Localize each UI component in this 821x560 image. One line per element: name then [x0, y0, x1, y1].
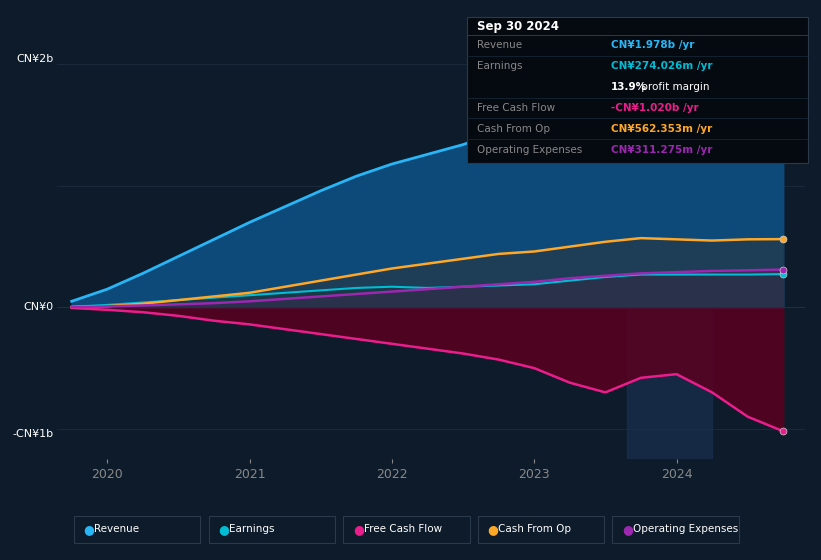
Text: ●: ●	[488, 522, 498, 536]
Text: Revenue: Revenue	[477, 40, 522, 50]
Text: Cash From Op: Cash From Op	[477, 124, 550, 134]
Text: CN¥2b: CN¥2b	[16, 54, 53, 64]
Text: CN¥274.026m /yr: CN¥274.026m /yr	[611, 61, 712, 71]
Text: Earnings: Earnings	[477, 61, 522, 71]
Text: CN¥311.275m /yr: CN¥311.275m /yr	[611, 144, 712, 155]
Text: profit margin: profit margin	[638, 82, 709, 92]
Text: -CN¥1b: -CN¥1b	[12, 429, 53, 439]
Text: Revenue: Revenue	[94, 524, 140, 534]
Text: Cash From Op: Cash From Op	[498, 524, 571, 534]
Text: ●: ●	[218, 522, 229, 536]
Text: Free Cash Flow: Free Cash Flow	[364, 524, 442, 534]
Text: Operating Expenses: Operating Expenses	[633, 524, 738, 534]
Text: Operating Expenses: Operating Expenses	[477, 144, 582, 155]
Text: CN¥0: CN¥0	[24, 302, 53, 312]
Text: CN¥562.353m /yr: CN¥562.353m /yr	[611, 124, 712, 134]
Text: CN¥1.978b /yr: CN¥1.978b /yr	[611, 40, 694, 50]
Text: Earnings: Earnings	[229, 524, 274, 534]
Text: 13.9%: 13.9%	[611, 82, 647, 92]
Text: Free Cash Flow: Free Cash Flow	[477, 103, 555, 113]
Text: ●: ●	[622, 522, 633, 536]
Text: ●: ●	[353, 522, 364, 536]
Text: -CN¥1.020b /yr: -CN¥1.020b /yr	[611, 103, 699, 113]
Text: ●: ●	[84, 522, 94, 536]
Bar	[626, 28, 712, 459]
Text: Sep 30 2024: Sep 30 2024	[477, 20, 559, 33]
